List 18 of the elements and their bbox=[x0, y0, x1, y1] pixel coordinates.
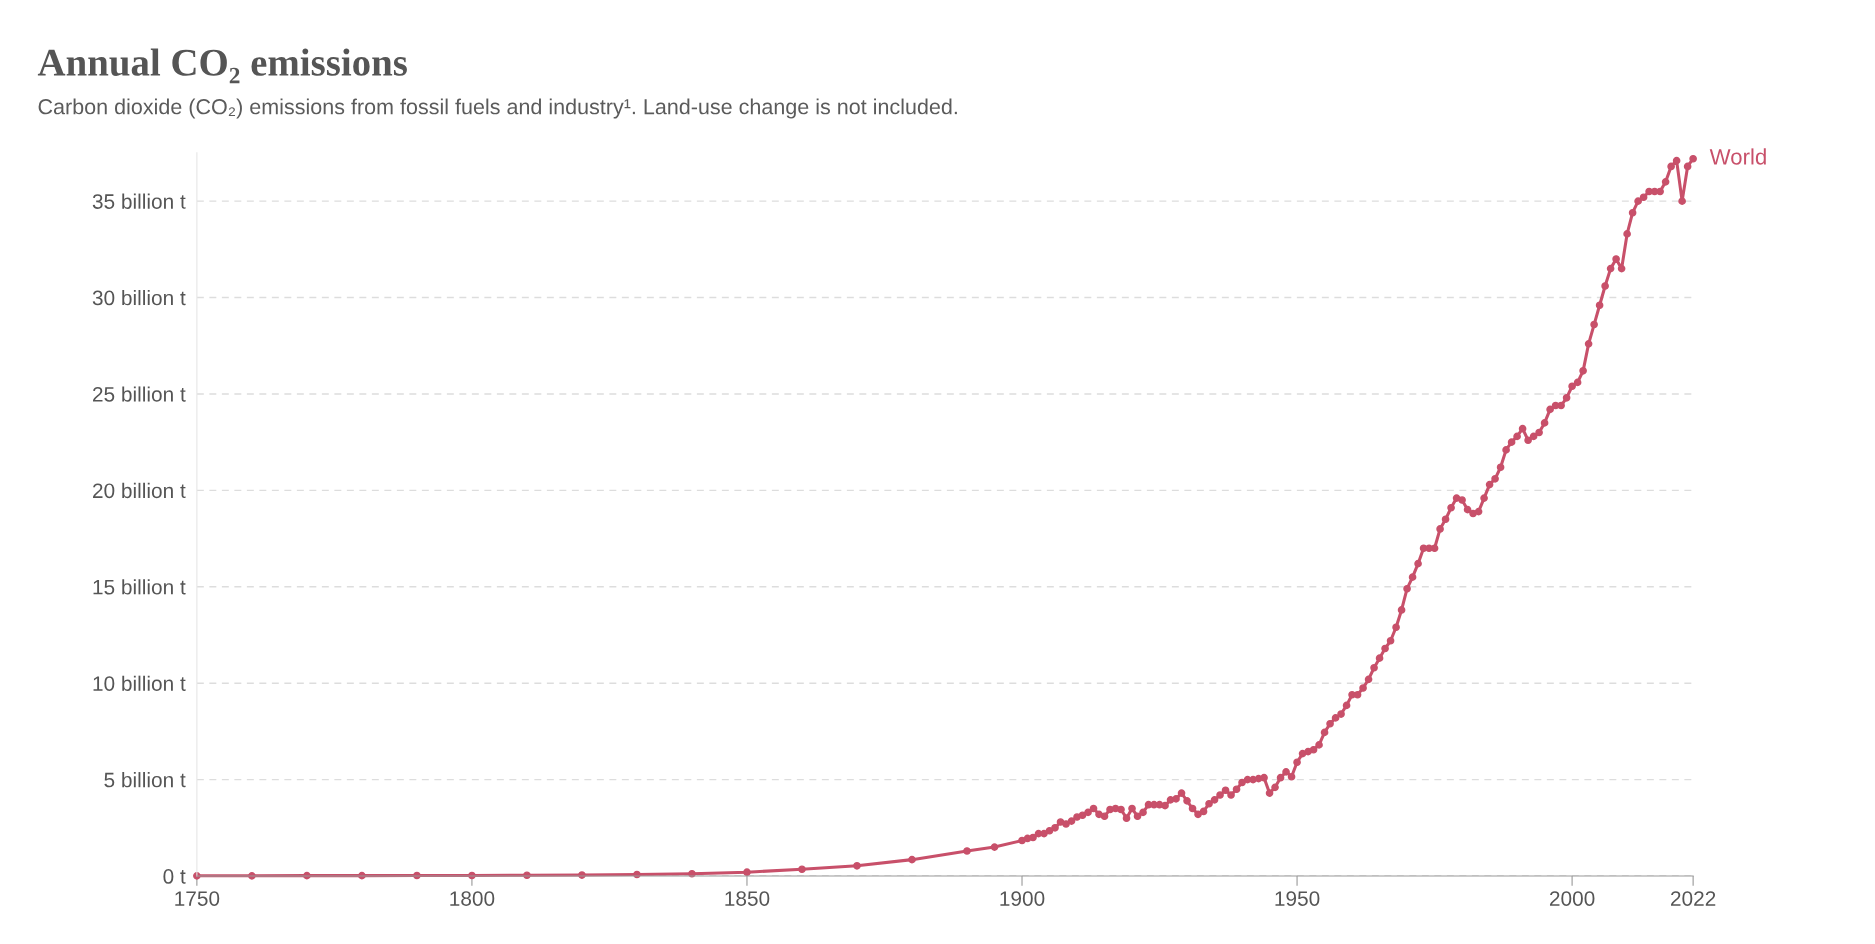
x-tick-label: 1750 bbox=[175, 891, 220, 906]
x-tick-label: 1950 bbox=[1275, 891, 1320, 906]
series-label: World bbox=[1709, 148, 1766, 165]
y-tick-label: 15 billion t bbox=[93, 579, 186, 595]
y-tick-label: 10 billion t bbox=[93, 675, 186, 691]
chart-subtitle: Carbon dioxide (CO₂) emissions from fossil fuels and industry¹. Land-use change is not included. bbox=[38, 98, 957, 119]
y-tick-label: 30 billion t bbox=[92, 290, 186, 306]
y-tick-label: 25 billion t bbox=[93, 386, 186, 402]
x-tick-label: 1850 bbox=[725, 891, 770, 906]
x-tick-label: 2000 bbox=[1549, 891, 1595, 906]
y-tick-label: 20 billion t bbox=[93, 482, 186, 499]
y-tick-label: 35 billion t bbox=[92, 193, 186, 209]
x-tick-label: 2022 bbox=[1671, 891, 1716, 906]
x-tick-label: 1800 bbox=[450, 891, 495, 906]
chart-title: Annual CO₂ emissions bbox=[37, 48, 407, 84]
y-tick-label: 5 billion t bbox=[104, 772, 186, 788]
y-tick-label: 0 t bbox=[163, 869, 186, 884]
x-tick-label: 1900 bbox=[1000, 891, 1045, 906]
